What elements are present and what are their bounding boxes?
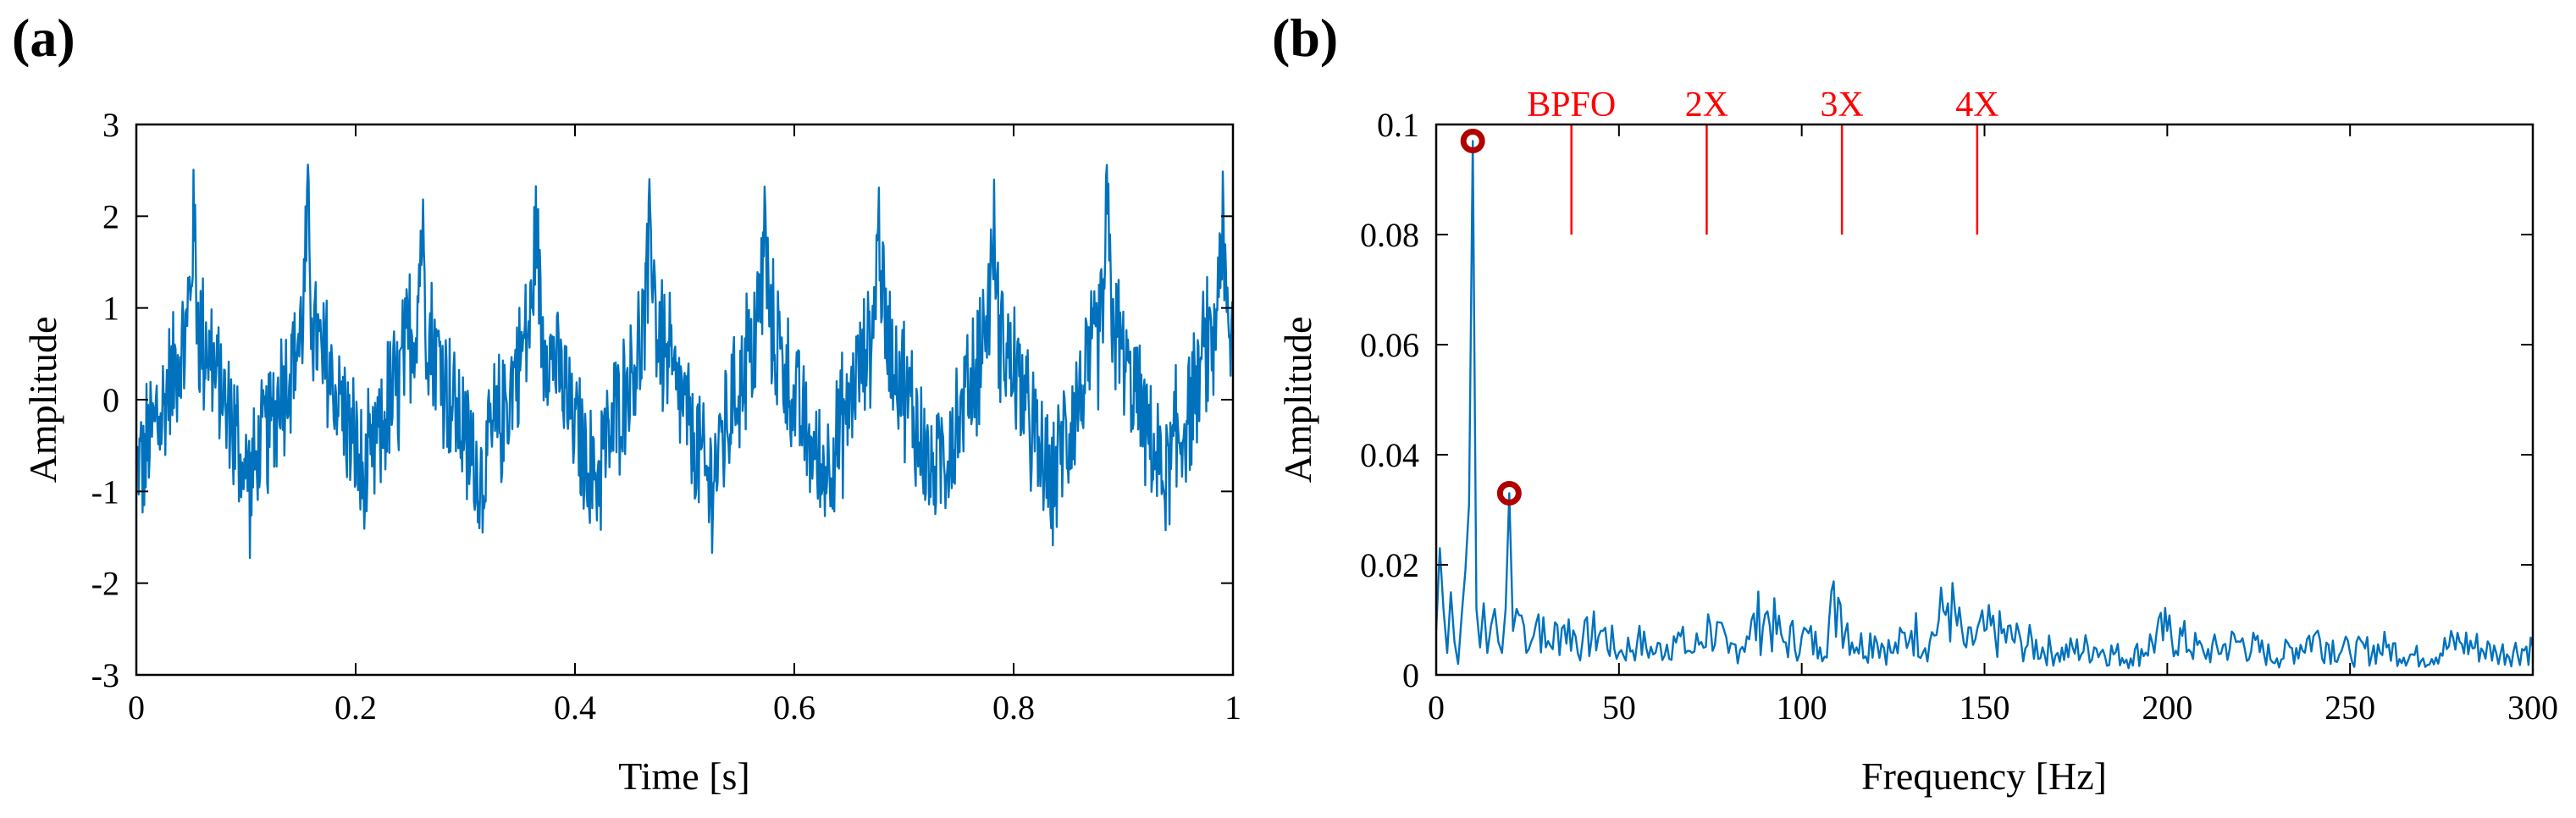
panel-b-fault-markers: BPFO 2X 3X 4X — [1527, 86, 1999, 235]
fault-marker-label: 4X — [1955, 86, 1998, 124]
panel-b-yticks: 0 0.02 0.04 0.06 0.08 0.1 — [1360, 106, 2533, 694]
y-tick-label: 2 — [102, 197, 119, 235]
fault-marker-label: 2X — [1685, 86, 1728, 124]
y-tick-label: -3 — [91, 656, 119, 694]
x-tick-label: 0 — [128, 688, 145, 727]
fault-marker-label: 3X — [1820, 86, 1863, 124]
x-tick-label: 0.6 — [773, 688, 815, 727]
series-line — [1434, 140, 2535, 670]
x-tick-label: 0.4 — [554, 688, 596, 727]
series-line — [135, 163, 1235, 560]
panel-a-xticks: 0 0.2 0.4 0.6 0.8 1 — [128, 124, 1241, 727]
x-tick-label: 0.2 — [334, 688, 377, 727]
x-tick-label: 0.8 — [992, 688, 1035, 727]
peak-marker — [1460, 129, 1485, 153]
panel-b-label: (b) — [1272, 8, 1338, 68]
y-tick-label: 0.06 — [1360, 326, 1419, 364]
y-tick-label: 1 — [102, 290, 119, 328]
x-tick-label: 100 — [1777, 688, 1827, 727]
fault-marker-label: BPFO — [1527, 86, 1616, 124]
x-tick-label: 250 — [2324, 688, 2375, 727]
panel-a-yticks: -3 -2 -1 0 1 2 3 — [91, 106, 1233, 694]
panel-a-xlabel: Time [s] — [618, 754, 750, 798]
panel-a-ylabel: Amplitude — [21, 317, 64, 484]
y-tick-label: -1 — [91, 473, 119, 511]
x-tick-label: 0 — [1428, 688, 1445, 727]
y-tick-label: 0.1 — [1377, 106, 1419, 144]
panel-b-xticks: 0 50 100 150 200 250 300 — [1428, 124, 2558, 727]
panel-b-ylabel: Amplitude — [1276, 317, 1319, 484]
peak-marker — [1496, 481, 1522, 506]
y-tick-label: 0 — [1402, 656, 1419, 694]
x-tick-label: 200 — [2142, 688, 2192, 727]
panel-a: (a) 0 0.2 0.4 0.6 0.8 1 -3 -2 -1 0 1 2 3 Time [s] A… — [12, 8, 1241, 798]
y-tick-label: 0.02 — [1360, 546, 1419, 584]
panel-a-label: (a) — [12, 8, 75, 68]
panel-b-xlabel: Frequency [Hz] — [1861, 754, 2107, 798]
panel-b-peak-markers — [1460, 129, 1522, 506]
x-tick-label: 150 — [1960, 688, 2010, 727]
y-tick-label: -2 — [91, 565, 119, 603]
y-tick-label: 0 — [102, 381, 119, 419]
x-tick-label: 300 — [2507, 688, 2558, 727]
panel-b-axes-box — [1434, 123, 2535, 677]
y-tick-label: 0.04 — [1360, 436, 1419, 474]
panel-b: (b) BPFO 2X 3X 4X 0 50 100 150 200 250 300 00.020… — [1272, 8, 2558, 798]
x-tick-label: 1 — [1224, 688, 1241, 727]
y-tick-label: 0.08 — [1360, 216, 1419, 254]
panel-a-series-layer — [135, 163, 1235, 560]
panel-a-axes-box — [135, 123, 1235, 677]
x-tick-label: 50 — [1602, 688, 1636, 727]
panel-b-series-layer — [1434, 140, 2535, 670]
y-tick-label: 3 — [102, 106, 119, 144]
